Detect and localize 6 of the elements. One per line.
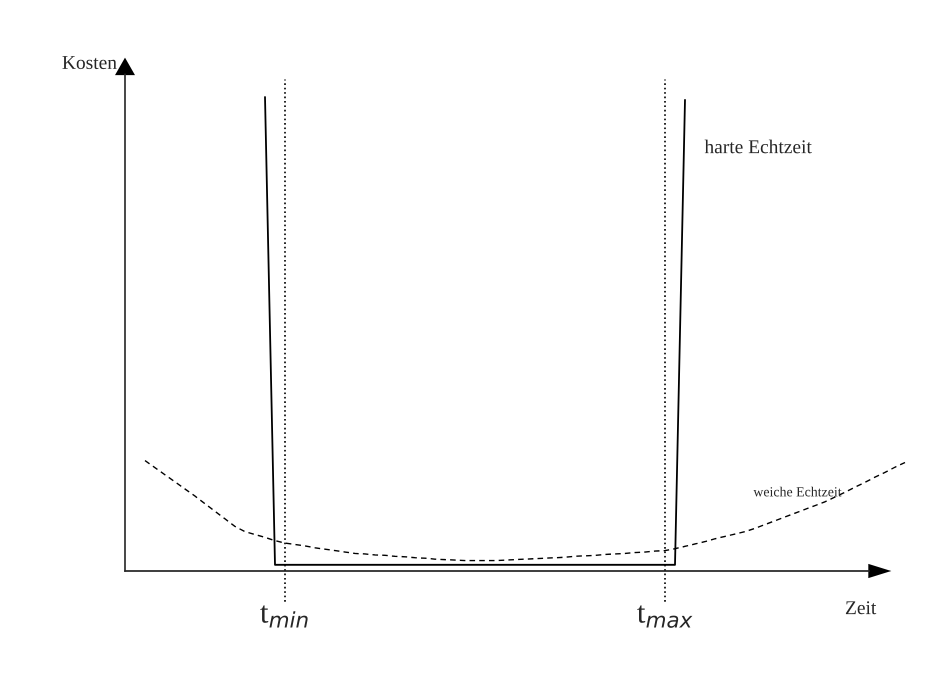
y-axis-title: Kosten [62,56,117,70]
x-tick-label: t$_{min}$ [260,605,308,628]
series-label: harte Echtzeit [704,140,812,154]
series-label: weiche Echtzeit [753,486,842,496]
x-axis-title: Zeit [846,601,876,614]
x-tick-label: t$_{max}$ [637,605,692,628]
